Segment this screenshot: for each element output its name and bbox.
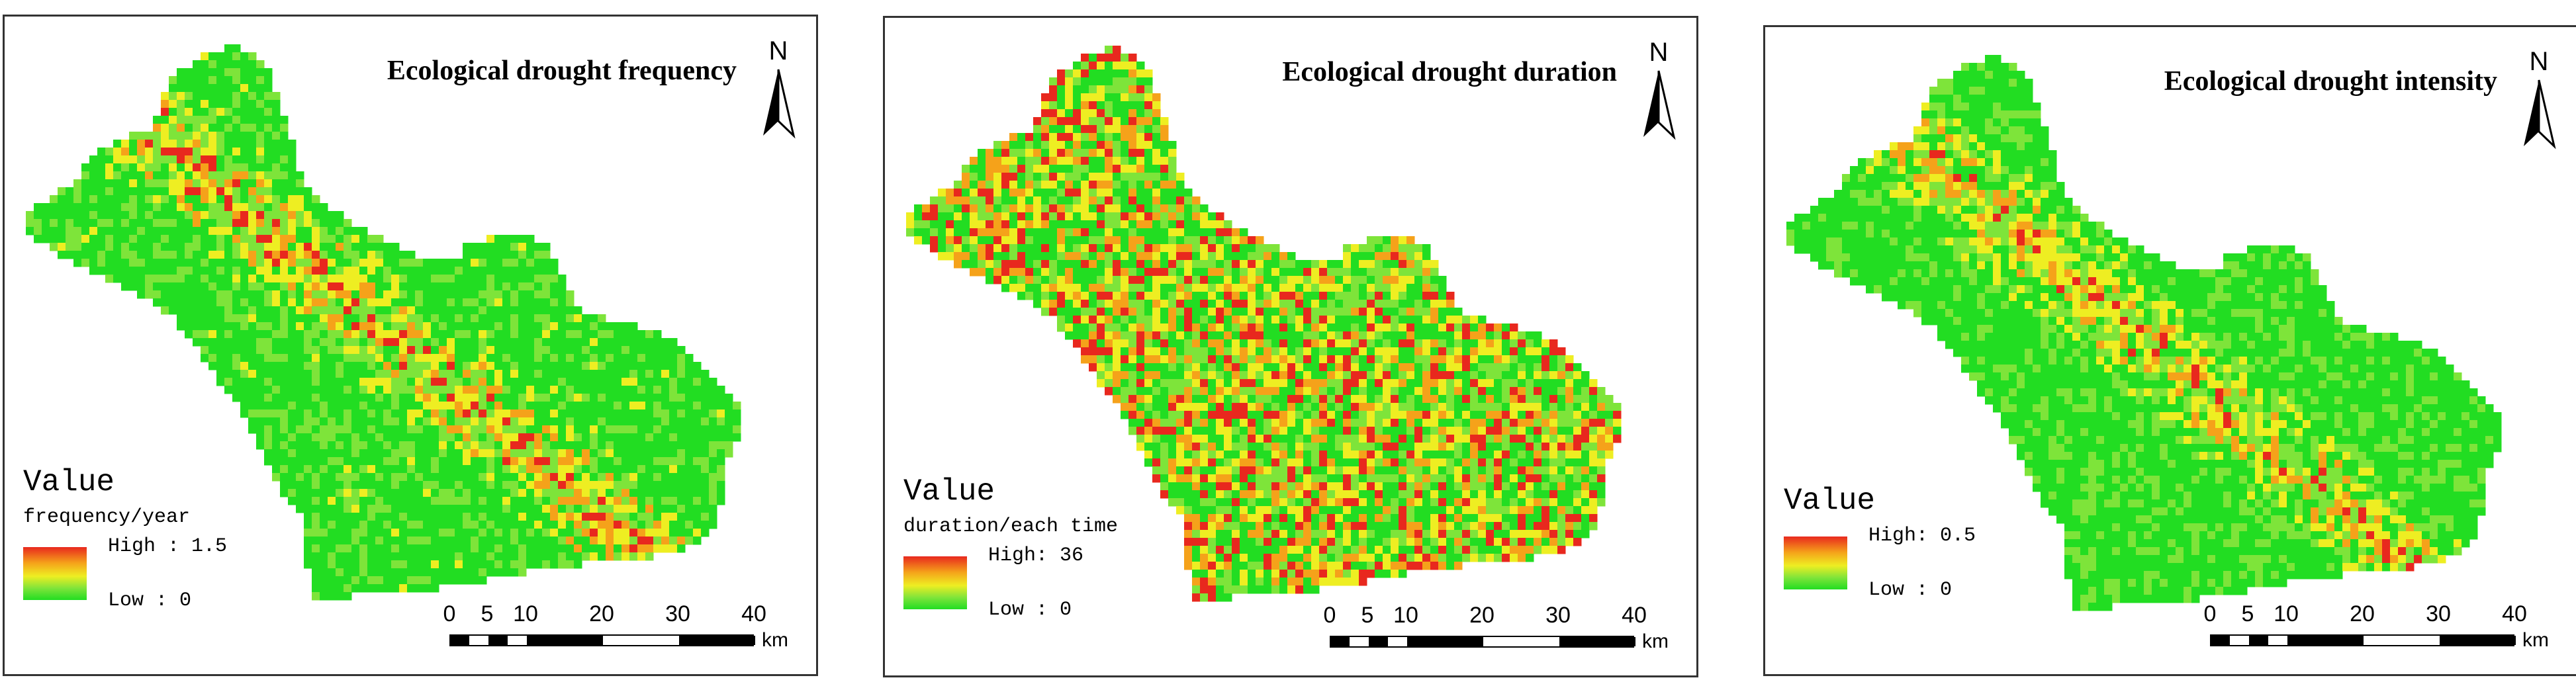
- scale-tick: 30: [2426, 601, 2451, 626]
- raster-map-duration: [906, 46, 1622, 602]
- legend-ramp-row: High : 1.5 Low : 0: [23, 535, 227, 612]
- scale-bar: 0 5 10 20 30 40 km: [1324, 603, 1674, 669]
- scale-tick: 5: [481, 601, 494, 626]
- scale-tick: 40: [741, 601, 766, 626]
- scale-tick: 10: [1393, 603, 1418, 628]
- legend-ramp-row: High: 0.5 Low : 0: [1784, 525, 1976, 601]
- scale-tick: 5: [2241, 601, 2254, 626]
- map-panel-frequency: Ecological drought frequency N Value fre…: [3, 15, 818, 676]
- scale-tick: 30: [1545, 603, 1571, 628]
- map-legend: Value duration/each time High: 36 Low : …: [903, 474, 1119, 621]
- scale-tick: 0: [443, 601, 456, 626]
- north-arrow-icon: N: [755, 36, 802, 142]
- scale-tick: 10: [2274, 601, 2299, 626]
- north-arrow-icon: N: [1635, 38, 1682, 144]
- raster-map-frequency: [26, 44, 741, 601]
- scale-unit: km: [2522, 629, 2549, 651]
- scale-tick: 30: [665, 601, 690, 626]
- north-arrow-icon: N: [2516, 47, 2562, 153]
- legend-unit: duration/each time: [903, 515, 1119, 538]
- map-legend: Value frequency/year High : 1.5 Low : 0: [23, 465, 227, 612]
- scale-tick: 0: [2203, 601, 2217, 626]
- legend-color-ramp: [903, 556, 967, 609]
- raster-map-intensity: [1786, 55, 2502, 611]
- legend-title: Value: [1784, 484, 1876, 518]
- north-arrow-shape: [2524, 79, 2556, 150]
- map-legend: Value High: 0.5 Low : 0: [1784, 484, 1976, 601]
- scale-tick: 20: [1469, 603, 1495, 628]
- scale-tick: 40: [1622, 603, 1647, 628]
- scale-bar-graphic: [1330, 636, 1635, 648]
- map-panel-duration: Ecological drought duration N Value dura…: [883, 16, 1698, 677]
- scale-tick: 0: [1323, 603, 1336, 628]
- north-arrow-shape: [763, 69, 796, 139]
- legend-high-label: High: 36: [988, 544, 1084, 567]
- legend-low-label: Low : 0: [988, 599, 1072, 621]
- legend-color-ramp: [23, 547, 87, 600]
- legend-high-label: High : 1.5: [108, 535, 228, 558]
- legend-low-label: Low : 0: [1868, 579, 1953, 601]
- legend-color-ramp: [1784, 537, 1847, 589]
- north-label: N: [768, 36, 788, 65]
- north-arrow-shape: [1643, 70, 1676, 140]
- panel-title: Ecological drought duration: [1282, 57, 1617, 87]
- legend-title: Value: [23, 465, 115, 499]
- legend-low-label: Low : 0: [108, 589, 192, 612]
- scale-bar-graphic: [449, 634, 755, 646]
- legend-title: Value: [903, 474, 995, 509]
- legend-unit: frequency/year: [23, 506, 191, 529]
- north-label: N: [2529, 47, 2549, 76]
- scale-bar-graphic: [2210, 634, 2516, 646]
- scale-tick: 10: [513, 601, 538, 626]
- scale-unit: km: [1642, 630, 1669, 652]
- panel-title: Ecological drought intensity: [2164, 66, 2497, 97]
- legend-ramp-row: High: 36 Low : 0: [903, 544, 1118, 621]
- scale-tick: 20: [2350, 601, 2375, 626]
- map-panel-intensity: Ecological drought intensity N Value Hig…: [1763, 25, 2576, 676]
- scale-tick: 5: [1361, 603, 1374, 628]
- scale-tick: 20: [589, 601, 614, 626]
- legend-high-label: High: 0.5: [1868, 525, 1976, 547]
- panel-title: Ecological drought frequency: [387, 56, 737, 86]
- scale-tick: 40: [2502, 601, 2527, 626]
- north-label: N: [1649, 38, 1669, 67]
- scale-bar: 0 5 10 20 30 40 km: [443, 601, 794, 667]
- scale-bar: 0 5 10 20 30 40 km: [2204, 601, 2554, 667]
- scale-unit: km: [762, 629, 788, 651]
